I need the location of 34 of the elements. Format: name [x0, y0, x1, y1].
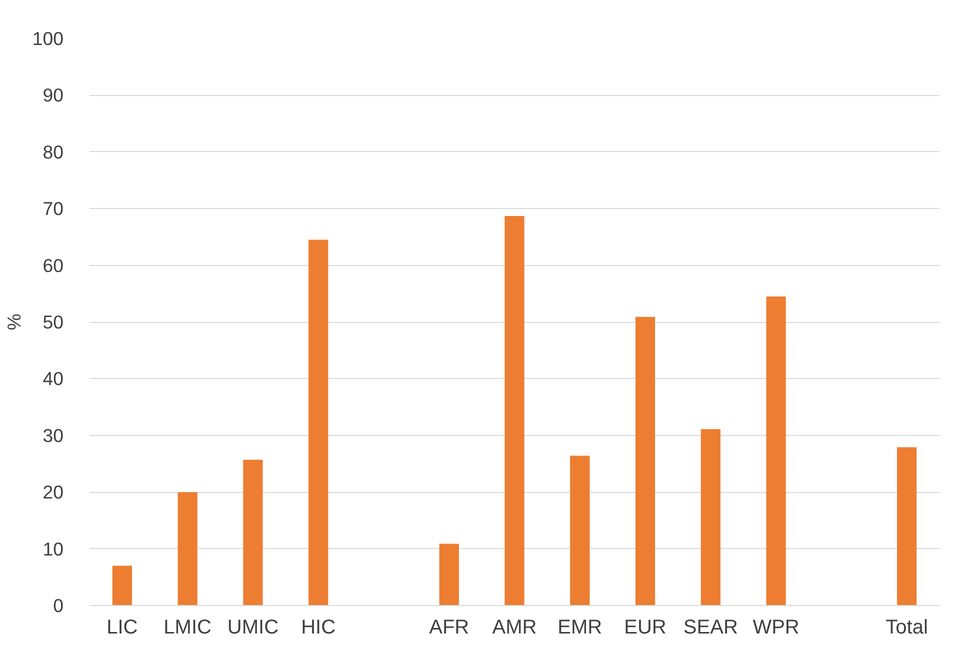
y-tick-label: 20 [42, 482, 64, 503]
y-tick-label: 30 [42, 424, 64, 446]
y-tick-label: 90 [42, 84, 64, 106]
y-tick-label: 80 [42, 141, 64, 162]
y-tick-label: 10 [42, 538, 64, 560]
bar [178, 492, 198, 606]
x-tick-label: EMR [558, 616, 602, 638]
x-tick-label: HIC [301, 616, 336, 638]
x-tick-label: EUR [624, 616, 666, 638]
y-tick-label: 60 [42, 254, 64, 276]
y-tick-label: 100 [32, 28, 64, 49]
bar [439, 544, 459, 606]
x-tick-label: SEAR [683, 616, 738, 638]
bar [570, 456, 590, 606]
bar [112, 566, 132, 606]
x-tick-label: Total [886, 616, 928, 638]
x-tick-label: AMR [492, 616, 537, 638]
bar [308, 240, 328, 606]
bar [635, 316, 656, 606]
bar [243, 460, 263, 606]
bar [897, 447, 917, 606]
bar [700, 429, 720, 606]
y-tick-label: 0 [53, 595, 64, 616]
x-tick-label: AFR [429, 616, 470, 638]
y-tick-label: 70 [42, 198, 64, 220]
y-tick-label: 50 [42, 312, 64, 332]
bar [766, 296, 786, 606]
x-tick-label: LMIC [164, 616, 212, 638]
x-tick-label: WPR [752, 616, 800, 638]
x-tick-label: UMIC [227, 616, 279, 638]
y-axis-title: % [3, 314, 24, 330]
y-tick-label: 40 [42, 368, 64, 390]
x-tick-label: LIC [106, 616, 138, 638]
bar [504, 216, 524, 606]
